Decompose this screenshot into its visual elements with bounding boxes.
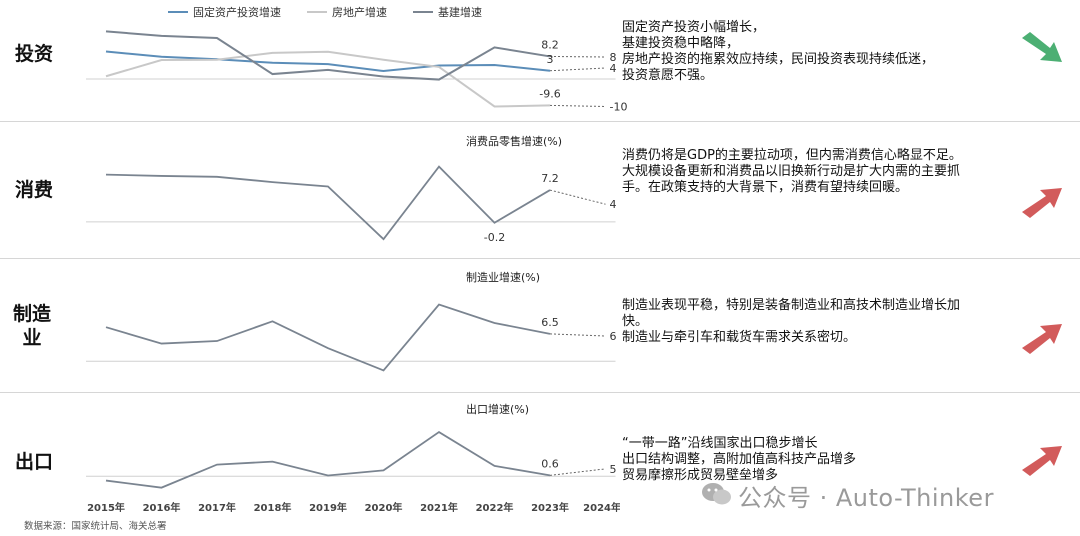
- desc-line: 基建投资稳中略降，: [622, 36, 740, 51]
- row-separator: [0, 121, 1080, 122]
- chart-legend: 固定资产投资增速 房地产增速 基建增速: [168, 4, 482, 20]
- data-label: -0.2: [484, 231, 505, 244]
- data-label: 8.2: [541, 38, 559, 51]
- row-separator: [0, 392, 1080, 393]
- desc-line: 制造业与牵引车和载货车需求关系密切。: [622, 330, 857, 345]
- x-tick-label: 2022年: [476, 501, 514, 514]
- data-label: 3: [547, 53, 554, 66]
- forecast-line: [549, 189, 606, 205]
- investment-chart: 4 -10 8 8.2 3 -9.6: [86, 30, 627, 114]
- desc-line: 出口结构调整，高附加值高科技产品增多: [622, 452, 857, 467]
- legend-item-realestate: 房地产增速: [307, 4, 387, 20]
- data-label: 6.5: [541, 316, 559, 329]
- forecast-line: [549, 55, 606, 58]
- data-label: 0.6: [541, 457, 559, 470]
- manufacturing-description: 制造业表现平稳，特别是装备制造业和高技术制造业增长加快。 制造业与牵引车和载货车…: [622, 298, 967, 346]
- desc-line: 消费仍将是GDP的主要拉动项，但内需消费信心略显不足。: [622, 148, 962, 163]
- trend-down-arrow-icon: [1022, 32, 1062, 62]
- desc-line: 制造业表现平稳，特别是装备制造业和高技术制造业增长加快。: [622, 298, 961, 329]
- legend-swatch: [307, 11, 327, 13]
- legend-item-infra: 基建增速: [413, 4, 482, 20]
- row-label-investment: 投资: [14, 43, 53, 65]
- forecast-label: 8: [610, 51, 617, 64]
- desc-line: 贸易摩擦形成贸易壁垒增多: [622, 468, 779, 483]
- watermark-text: 公众号 · Auto-Thinker: [738, 484, 994, 512]
- legend-swatch: [413, 11, 433, 13]
- series-line: [105, 30, 551, 81]
- forecast-label: 6: [610, 330, 617, 343]
- forecast-label: -10: [610, 101, 628, 114]
- row-separator: [0, 258, 1080, 259]
- x-axis-ticks: 2015年 2016年 2017年 2018年 2019年 2020年 2021年 2022年…: [87, 501, 620, 514]
- forecast-label: 5: [610, 463, 617, 476]
- desc-line: 投资意愿不强。: [622, 68, 714, 83]
- x-tick-label: 2018年: [254, 501, 292, 514]
- export-chart-title: 出口增速(%): [466, 403, 530, 416]
- series-line: [105, 165, 551, 241]
- consumption-description: 消费仍将是GDP的主要拉动项，但内需消费信心略显不足。 大规模设备更新和消费品以…: [622, 148, 967, 196]
- x-tick-label: 2021年: [420, 501, 458, 514]
- desc-line: 固定资产投资小幅增长，: [622, 20, 766, 35]
- forecast-line: [549, 104, 606, 107]
- trend-up-arrow-icon: [1022, 324, 1062, 354]
- legend-label: 房地产增速: [332, 6, 387, 19]
- row-label-export: 出口: [14, 451, 53, 473]
- legend-item-fixed: 固定资产投资增速: [168, 4, 281, 20]
- data-source-note: 数据来源：国家统计局、海关总署: [24, 521, 167, 532]
- forecast-label: 4: [610, 198, 617, 211]
- desc-line: 大规模设备更新和消费品以旧换新行动是扩大内需的主要抓手。在政策支持的大背景下，消…: [622, 164, 961, 195]
- x-tick-label: 2016年: [143, 501, 181, 514]
- legend-label: 固定资产投资增速: [193, 6, 281, 19]
- manufacturing-chart: 66.5: [86, 303, 617, 372]
- row-label-manufacturing: 制造业: [12, 303, 51, 349]
- consumption-chart: 4 7.2 -0.2: [86, 165, 617, 244]
- export-description: “一带一路”沿线国家出口稳步增长 出口结构调整，高附加值高科技产品增多 贸易摩擦…: [622, 436, 967, 484]
- export-chart: 50.6: [86, 430, 617, 489]
- data-label: -9.6: [539, 87, 560, 100]
- forecast-line: [549, 468, 606, 476]
- trend-up-arrow-icon: [1022, 446, 1062, 476]
- investment-description: 固定资产投资小幅增长， 基建投资稳中略降， 房地产投资的拖累效应持续，民间投资表…: [622, 20, 967, 84]
- legend-label: 基建增速: [438, 6, 482, 19]
- manufacturing-chart-title: 制造业增速(%): [466, 271, 541, 284]
- x-tick-label: 2017年: [198, 501, 236, 514]
- x-tick-label: 2023年: [531, 501, 569, 514]
- legend-swatch: [168, 11, 188, 13]
- x-tick-label: 2015年: [87, 501, 125, 514]
- x-tick-label: 2020年: [365, 501, 403, 514]
- desc-line: 房地产投资的拖累效应持续，民间投资表现持续低迷，: [622, 52, 935, 67]
- series-line: [105, 303, 551, 372]
- row-label-consumption: 消费: [14, 179, 53, 201]
- forecast-label: 4: [610, 62, 617, 75]
- x-tick-label: 2019年: [309, 501, 347, 514]
- x-tick-label: 2024年F: [583, 501, 620, 514]
- wechat-icon: [702, 483, 731, 505]
- forecast-line: [549, 67, 606, 72]
- data-label: 7.2: [541, 172, 559, 185]
- series-line: [105, 430, 551, 489]
- trend-up-arrow-icon: [1022, 188, 1062, 218]
- forecast-line: [549, 333, 606, 337]
- desc-line: “一带一路”沿线国家出口稳步增长: [622, 436, 818, 451]
- consumption-chart-title: 消费品零售增速(%): [466, 135, 563, 148]
